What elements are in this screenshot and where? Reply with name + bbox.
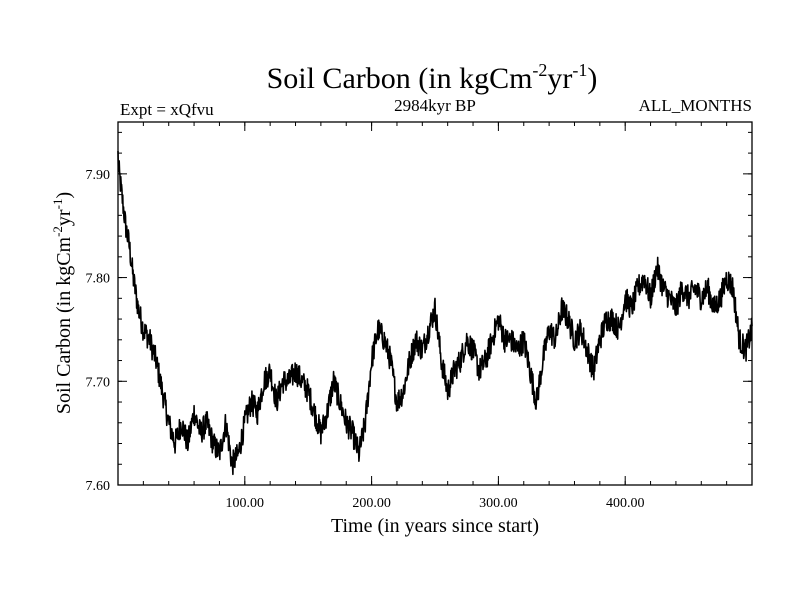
axis-tick-labels: 100.00 200.00 300.00 400.00 7.60 7.70 7.80 7.90: [86, 168, 645, 511]
y-tick-label: 7.70: [86, 375, 111, 390]
series-line-soil-carbon: [117, 151, 753, 476]
months-label: ALL_MONTHS: [639, 96, 752, 115]
y-tick-label: 7.90: [86, 168, 111, 183]
chart-title: Soil Carbon (in kgCm-2yr-1): [267, 60, 598, 95]
y-axis-label: Soil Carbon (in kgCm-2yr-1): [50, 192, 75, 414]
y-tick-label: 7.80: [86, 272, 111, 287]
axis-ticks: [118, 122, 752, 486]
x-tick-label: 100.00: [226, 496, 265, 511]
x-axis-label: Time (in years since start): [331, 515, 539, 537]
x-tick-label: 300.00: [479, 496, 518, 511]
period-label: 2984kyr BP: [394, 96, 476, 115]
expt-label: Expt = xQfvu: [120, 100, 214, 119]
plot-frame: [117, 121, 753, 486]
x-tick-label: 200.00: [352, 496, 391, 511]
y-tick-label: 7.60: [86, 479, 111, 494]
x-tick-label: 400.00: [606, 496, 645, 511]
series-layer: [117, 151, 753, 476]
